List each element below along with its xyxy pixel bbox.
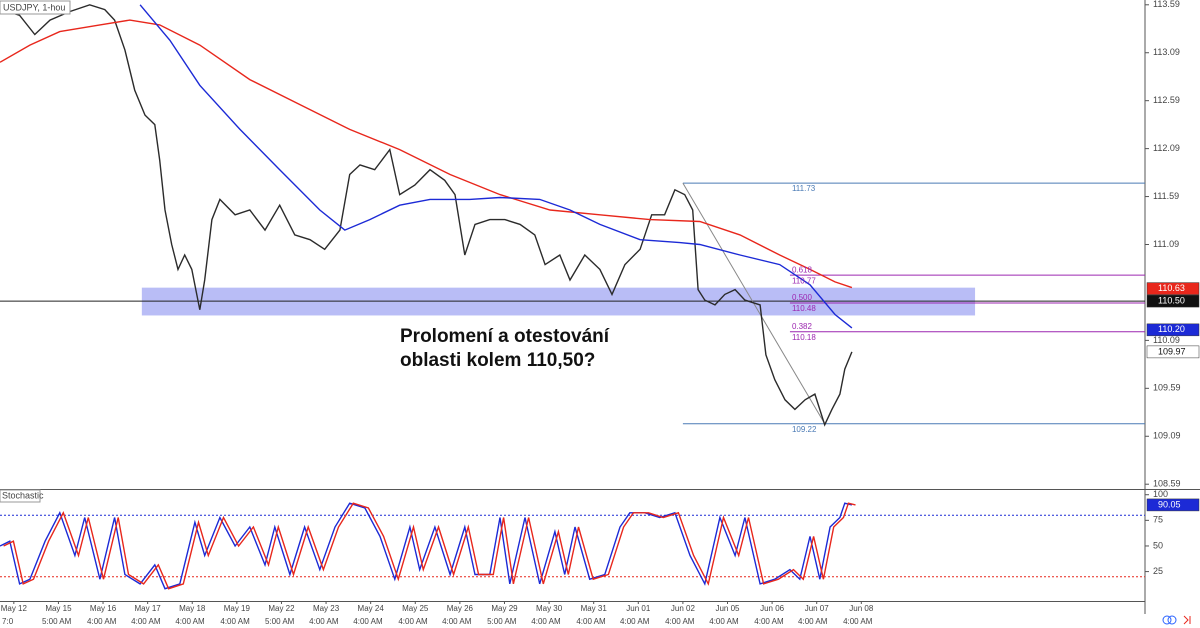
x-tick-label: May 12 bbox=[1, 604, 28, 613]
x-tick-label: Jun 05 bbox=[715, 604, 740, 613]
time-tick-label: 4:00 AM bbox=[709, 617, 739, 626]
symbol-title: USDJPY, 1-hou bbox=[3, 2, 65, 12]
x-tick-label: May 19 bbox=[224, 604, 251, 613]
time-tick-label: 4:00 AM bbox=[665, 617, 695, 626]
link-icon[interactable] bbox=[1167, 615, 1177, 625]
time-tick-label: 4:00 AM bbox=[131, 617, 161, 626]
link-icon[interactable] bbox=[1162, 615, 1172, 625]
y-tick-label: 75 bbox=[1153, 515, 1163, 525]
price-label-box bbox=[1146, 323, 1200, 337]
price-label-box bbox=[1146, 345, 1200, 359]
symbol-box bbox=[0, 0, 71, 15]
time-tick-label: 7:0 bbox=[2, 617, 14, 626]
arrow-icon[interactable] bbox=[1183, 615, 1191, 625]
price-label: 110.20 bbox=[1158, 324, 1185, 334]
y-tick-label: 109.09 bbox=[1153, 431, 1181, 441]
y-tick-label: 110.09 bbox=[1153, 335, 1180, 345]
y-tick-label: 113.09 bbox=[1153, 47, 1180, 57]
annotation-line: oblasti kolem 110,50? bbox=[400, 350, 595, 371]
x-tick-label: May 15 bbox=[45, 604, 72, 613]
x-tick-label: Jun 06 bbox=[760, 604, 785, 613]
time-tick-label: 4:00 AM bbox=[87, 617, 117, 626]
y-tick-label: 109.59 bbox=[1153, 383, 1181, 393]
y-tick-label: 50 bbox=[1153, 540, 1163, 550]
price-label: 110.50 bbox=[1158, 295, 1185, 305]
time-tick-label: 5:00 AM bbox=[42, 617, 72, 626]
price-label: 90.05 bbox=[1158, 499, 1181, 509]
time-tick-label: 4:00 AM bbox=[398, 617, 428, 626]
time-tick-label: 5:00 AM bbox=[265, 617, 295, 626]
x-tick-label: May 26 bbox=[447, 604, 474, 613]
time-tick-label: 4:00 AM bbox=[309, 617, 339, 626]
x-tick-label: Jun 08 bbox=[849, 604, 874, 613]
x-tick-label: Jun 01 bbox=[626, 604, 651, 613]
x-tick-label: May 30 bbox=[536, 604, 563, 613]
time-tick-label: 4:00 AM bbox=[220, 617, 250, 626]
time-tick-label: 4:00 AM bbox=[175, 617, 205, 626]
x-tick-label: May 16 bbox=[90, 604, 117, 613]
series-line bbox=[0, 19, 853, 289]
x-tick-label: May 23 bbox=[313, 604, 340, 613]
time-tick-label: 4:00 AM bbox=[620, 617, 650, 626]
y-tick-label: 108.59 bbox=[1153, 479, 1181, 489]
y-tick-label: 113.59 bbox=[1153, 0, 1180, 9]
x-tick-label: May 24 bbox=[358, 604, 385, 613]
time-tick-label: 4:00 AM bbox=[754, 617, 784, 626]
time-tick-label: 4:00 AM bbox=[843, 617, 873, 626]
fib-value: 110.48 bbox=[792, 304, 816, 313]
plot-area bbox=[0, 502, 1145, 590]
fib-ratio: 0.500 bbox=[792, 293, 813, 302]
time-tick-label: 4:00 AM bbox=[531, 617, 561, 626]
x-tick-label: Jun 02 bbox=[671, 604, 696, 613]
annotation-line: Prolomení a otestování bbox=[400, 326, 610, 347]
fib-value: 109.22 bbox=[792, 425, 817, 434]
indicator-title: Stochastic bbox=[2, 490, 44, 500]
price-label: 110.63 bbox=[1158, 283, 1185, 293]
fib-ratio: 0.382 bbox=[792, 322, 813, 331]
time-tick-label: 4:00 AM bbox=[442, 617, 472, 626]
y-tick-label: 111.59 bbox=[1153, 191, 1179, 201]
fib-ratio: 0.618 bbox=[792, 265, 813, 274]
series-line bbox=[3, 502, 856, 590]
fib-value: 110.18 bbox=[792, 333, 816, 342]
indicator-box bbox=[0, 489, 41, 503]
time-tick-label: 5:00 AM bbox=[487, 617, 517, 626]
x-tick-label: May 17 bbox=[135, 604, 162, 613]
plot-area bbox=[0, 4, 1145, 427]
x-tick-label: May 22 bbox=[268, 604, 295, 613]
price-label-box bbox=[1146, 498, 1200, 512]
price-label-box bbox=[1146, 294, 1200, 308]
time-tick-label: 4:00 AM bbox=[798, 617, 828, 626]
x-tick-label: May 25 bbox=[402, 604, 429, 613]
toolbar-icons[interactable] bbox=[1162, 615, 1191, 625]
y-tick-label: 100 bbox=[1153, 489, 1168, 499]
x-tick-label: Jun 07 bbox=[805, 604, 830, 613]
fib-value: 110.77 bbox=[792, 276, 816, 285]
time-tick-label: 4:00 AM bbox=[576, 617, 606, 626]
time-tick-label: 4:00 AM bbox=[353, 617, 383, 626]
price-label: 109.97 bbox=[1158, 346, 1186, 356]
x-tick-label: May 18 bbox=[179, 604, 206, 613]
x-tick-label: May 31 bbox=[581, 604, 608, 613]
series-line bbox=[139, 4, 853, 329]
x-tick-label: May 29 bbox=[491, 604, 518, 613]
price-label-box bbox=[1146, 282, 1200, 295]
y-tick-label: 112.09 bbox=[1153, 143, 1180, 153]
series-line bbox=[1, 4, 853, 427]
y-tick-label: 111.09 bbox=[1153, 239, 1179, 249]
y-tick-label: 112.59 bbox=[1153, 95, 1180, 105]
fib-value: 111.73 bbox=[792, 184, 816, 193]
y-tick-label: 25 bbox=[1153, 566, 1163, 576]
